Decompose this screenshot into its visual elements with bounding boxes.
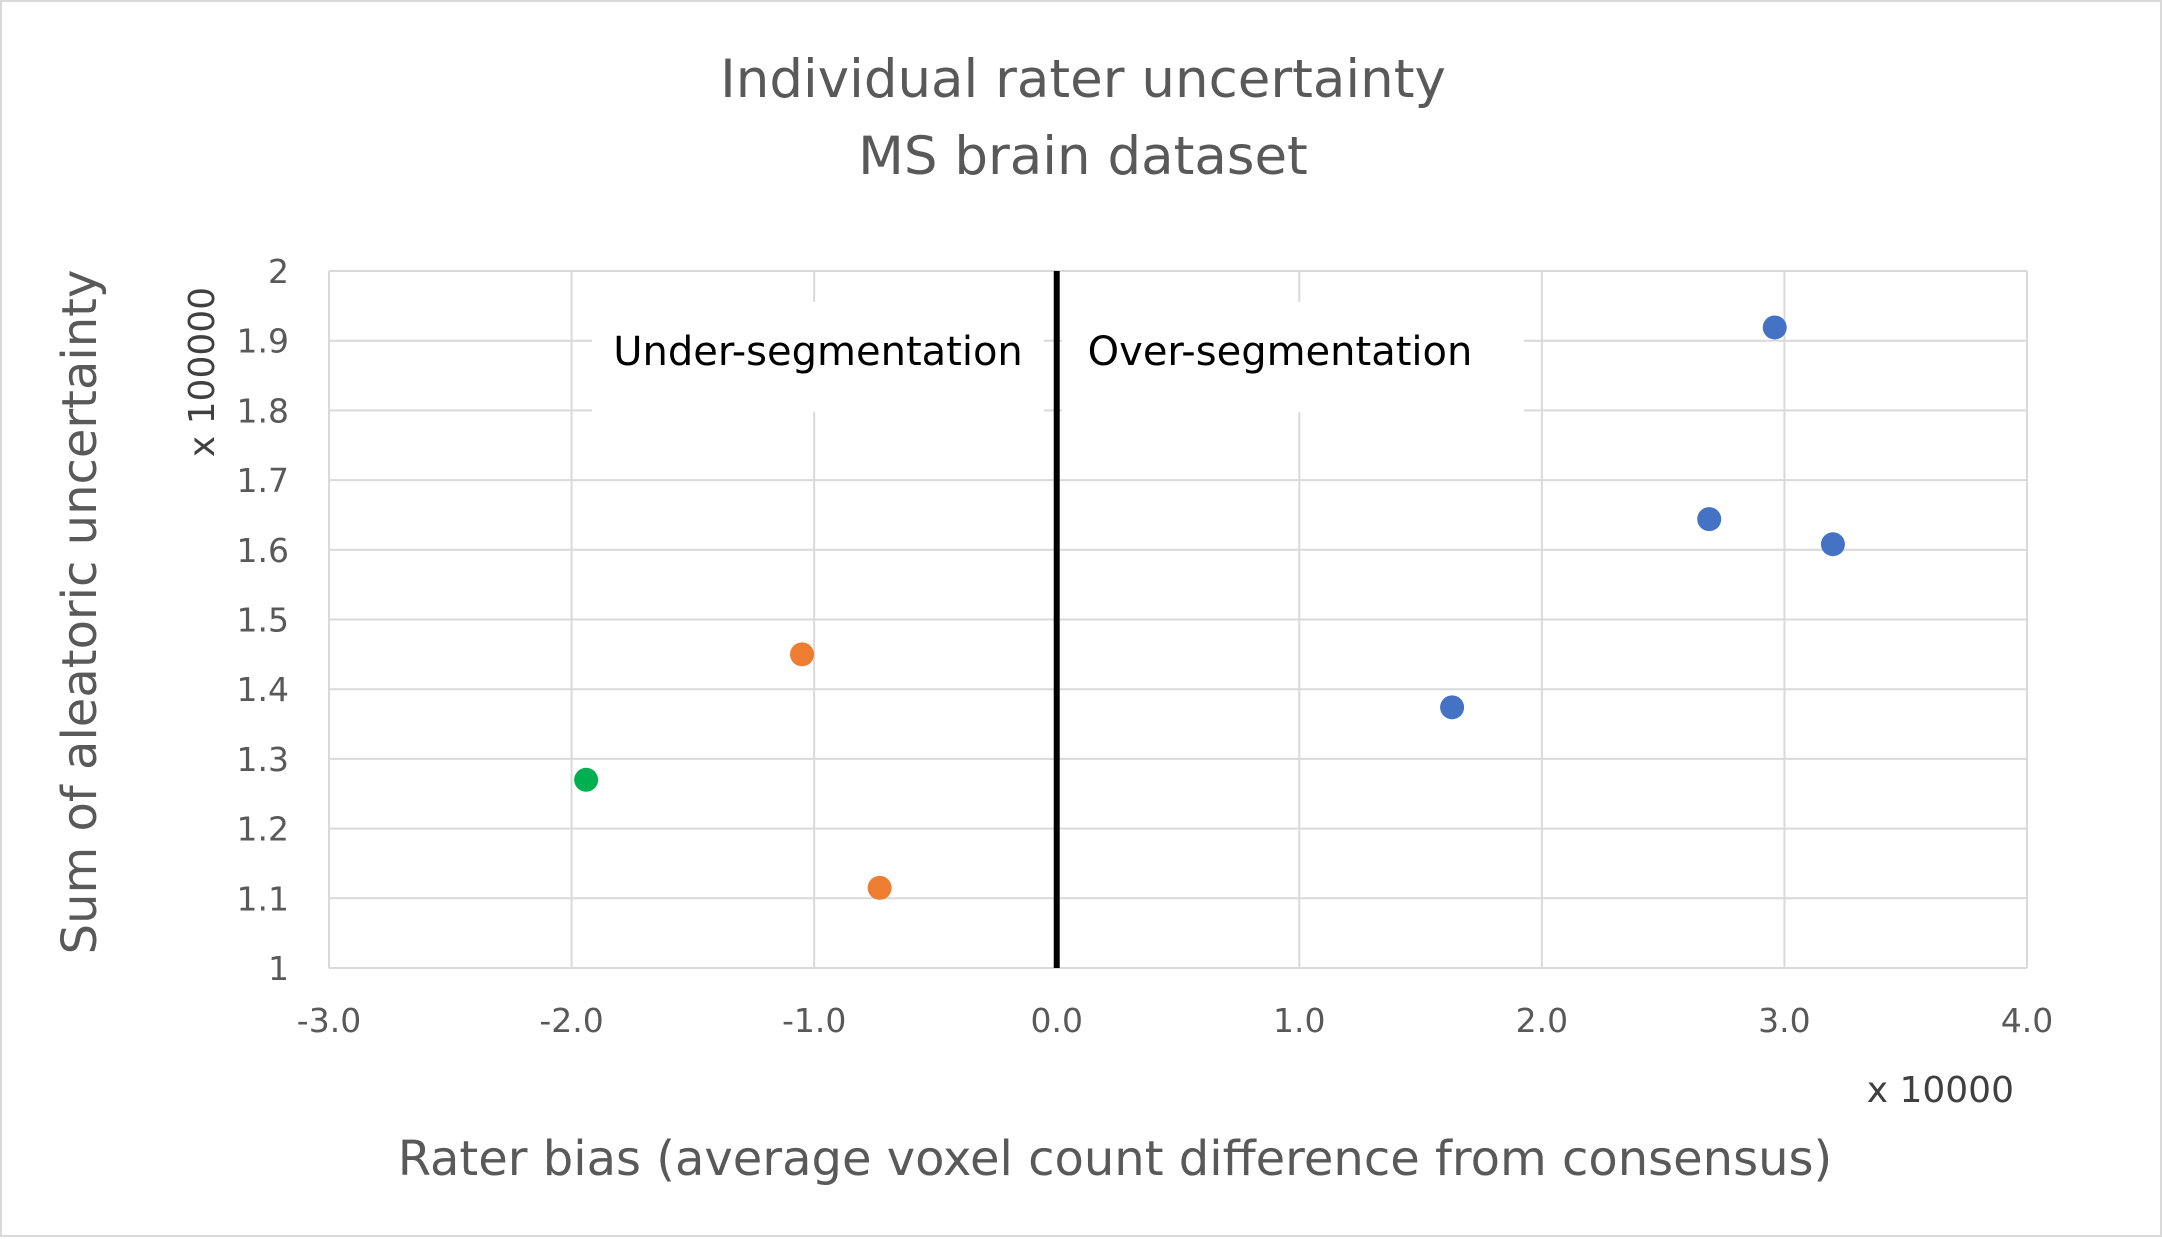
annotation-background-layer <box>592 302 1524 412</box>
points-layer <box>574 315 1845 900</box>
chart-title-line-1: Individual rater uncertainty <box>720 49 1446 110</box>
x-tick-label: 2.0 <box>1516 1001 1568 1040</box>
data-point-green <box>574 767 599 792</box>
y-tick-label: 1.4 <box>237 670 289 709</box>
y-tick-label: 1.2 <box>237 810 289 849</box>
over-segmentation-label-background <box>1062 302 1524 412</box>
y-tick-label: 1.1 <box>237 879 289 918</box>
text-layer: Individual rater uncertainty MS brain da… <box>52 49 2053 1187</box>
under-segmentation-label-background <box>592 302 1044 412</box>
x-axis-unit-label: x 10000 <box>1867 1070 2014 1111</box>
y-tick-label: 2 <box>268 252 289 291</box>
y-tick-label: 1.3 <box>237 740 289 779</box>
x-tick-label: -2.0 <box>539 1001 603 1040</box>
over-segmentation-label: Over-segmentation <box>1088 329 1473 375</box>
y-tick-label: 1.9 <box>237 322 289 361</box>
x-tick-label: -1.0 <box>782 1001 846 1040</box>
chart-title-line-2: MS brain dataset <box>858 126 1308 187</box>
data-point-orange <box>790 642 815 667</box>
data-point-blue <box>1820 532 1845 557</box>
data-point-orange <box>867 875 892 900</box>
y-tick-label: 1.6 <box>237 531 289 570</box>
x-tick-label: 1.0 <box>1273 1001 1325 1040</box>
y-axis-unit-label: x 100000 <box>182 287 223 457</box>
x-tick-label: 3.0 <box>1758 1001 1810 1040</box>
data-point-blue <box>1697 507 1722 532</box>
x-tick-label: 4.0 <box>2001 1001 2053 1040</box>
data-point-blue <box>1440 695 1465 720</box>
grid-layer <box>328 270 2028 969</box>
x-tick-label: 0.0 <box>1030 1001 1082 1040</box>
y-axis-title: Sum of aleatoric uncertainty <box>52 270 108 955</box>
y-tick-label: 1 <box>268 949 289 988</box>
data-point-blue <box>1762 315 1787 340</box>
y-tick-label: 1.8 <box>237 391 289 430</box>
under-segmentation-label: Under-segmentation <box>613 329 1023 375</box>
x-tick-label: -3.0 <box>297 1001 361 1040</box>
y-tick-label: 1.5 <box>237 601 289 640</box>
x-axis-title: Rater bias (average voxel count differen… <box>398 1131 1833 1187</box>
y-tick-label: 1.7 <box>237 461 289 500</box>
